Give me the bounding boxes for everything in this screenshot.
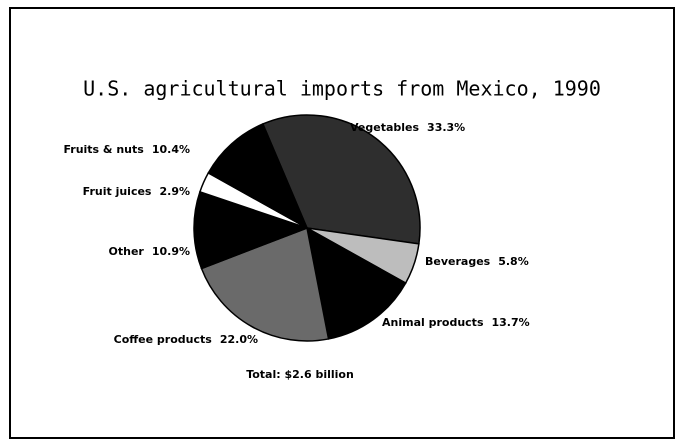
category-name: Beverages (425, 255, 491, 268)
slice-label: Vegetables 33.3% (350, 121, 465, 134)
slice-label: Coffee products 22.0% (114, 333, 258, 346)
slice (305, 226, 407, 340)
value-label: 22.0% (220, 333, 258, 346)
slice-label: Other 10.9% (109, 245, 191, 258)
slice-label: Animal products 13.7% (382, 316, 530, 329)
slice-label: Beverages 5.8% (425, 255, 529, 268)
value-label: 33.3% (427, 121, 465, 134)
slice (207, 122, 309, 230)
pie (193, 114, 421, 342)
slice (200, 226, 330, 342)
slice (261, 114, 421, 245)
value-label: 2.9% (159, 185, 190, 198)
annotation: Total: $2.6 billion (246, 368, 354, 381)
category-name: Coffee products (114, 333, 213, 346)
category-name: Animal products (382, 316, 484, 329)
category-name: Fruits & nuts (63, 143, 144, 156)
labels: Vegetables 33.3% Beverages 5.8% Animal produ… (63, 121, 529, 346)
value-label: 13.7% (492, 316, 530, 329)
category-name: Fruit juices (83, 185, 152, 198)
value-label: 10.4% (152, 143, 190, 156)
value-label: 5.8% (498, 255, 529, 268)
slice-label: Fruits & nuts 10.4% (63, 143, 190, 156)
value-label: 10.9% (152, 245, 190, 258)
slice (193, 190, 310, 270)
category-name: Vegetables (350, 121, 419, 134)
slice-label: Fruit juices 2.9% (83, 185, 190, 198)
chart-title: U.S. agricultural imports from Mexico, 1… (83, 77, 601, 101)
category-name: Other (109, 245, 145, 258)
